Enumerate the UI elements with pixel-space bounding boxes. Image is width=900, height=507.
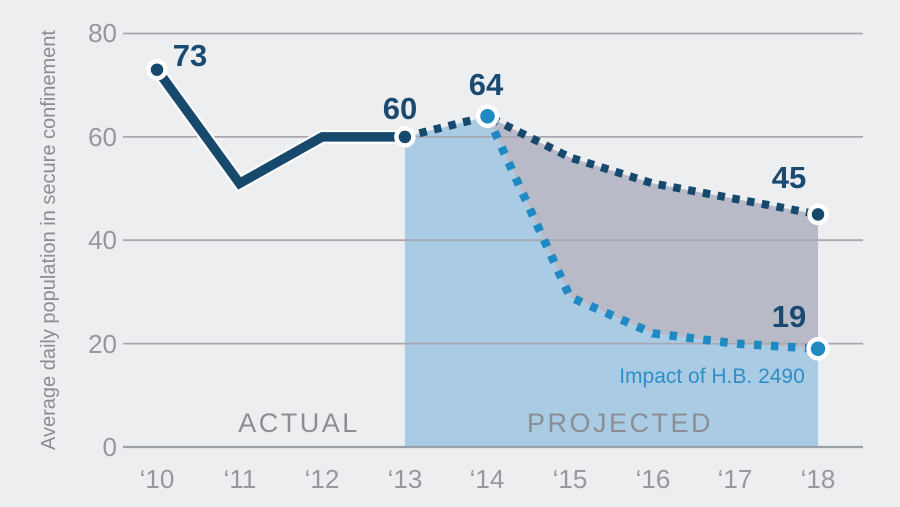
y-tick-0: 0 bbox=[102, 432, 117, 462]
y-tick-60: 60 bbox=[88, 122, 117, 152]
x-tick-2015: ‘15 bbox=[552, 464, 588, 494]
x-tick-2014: ‘14 bbox=[469, 464, 505, 494]
point-label-60: 60 bbox=[382, 91, 418, 126]
actual-line bbox=[153, 66, 405, 190]
point-label-45: 45 bbox=[771, 160, 807, 195]
data-point-marker-64 bbox=[475, 104, 500, 128]
projected-baseline-line bbox=[403, 111, 819, 219]
actual-region-label: ACTUAL bbox=[238, 408, 360, 438]
x-tick-2013: ‘13 bbox=[387, 464, 423, 494]
projected-region-label: PROJECTED bbox=[526, 408, 714, 438]
x-tick-2017: ‘17 bbox=[717, 464, 753, 494]
point-label-19: 19 bbox=[771, 299, 807, 334]
impact-annotation: Impact of H.B. 2490 bbox=[619, 365, 805, 388]
impact-projection-line bbox=[483, 114, 819, 354]
projection-shaded-area bbox=[404, 116, 818, 447]
data-point-marker-73 bbox=[146, 58, 168, 81]
data-point-marker-60 bbox=[394, 126, 416, 148]
data-point-marker-19 bbox=[806, 337, 830, 361]
y-tick-40: 40 bbox=[88, 225, 117, 255]
x-tick-2018: ‘18 bbox=[800, 464, 836, 494]
x-tick-2012: ‘12 bbox=[304, 464, 340, 494]
x-tick-2011: ‘11 bbox=[223, 464, 257, 494]
y-tick-80: 80 bbox=[88, 18, 117, 48]
y-tick-20: 20 bbox=[88, 329, 117, 359]
x-tick-2016: ‘16 bbox=[635, 464, 671, 494]
point-label-64: 64 bbox=[468, 67, 504, 102]
x-tick-2010: ‘10 bbox=[139, 464, 175, 494]
data-point-marker-45 bbox=[807, 203, 829, 226]
point-label-73: 73 bbox=[172, 38, 208, 73]
